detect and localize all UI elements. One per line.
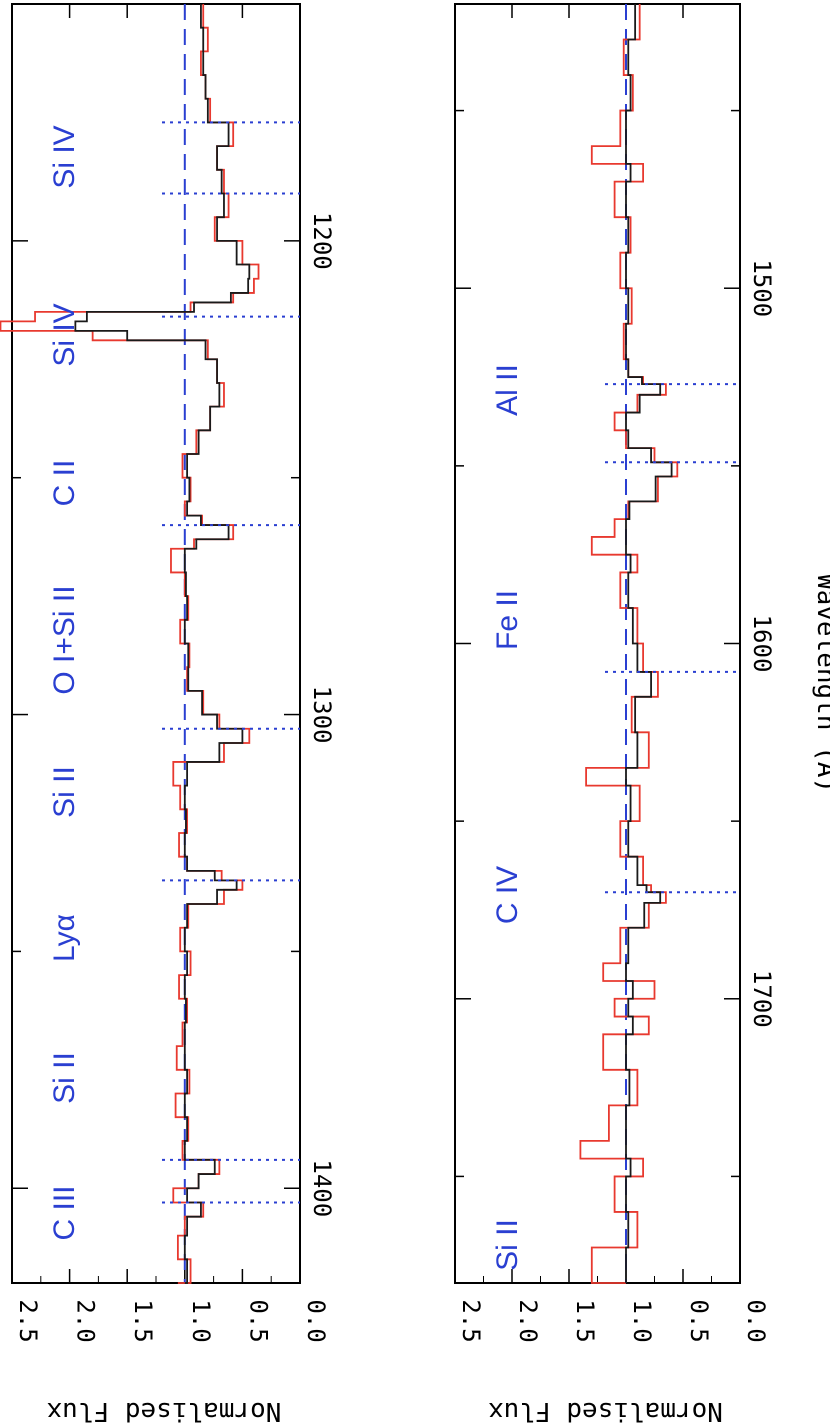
bottom-spectrum-panel: 0.0 0.5 1.0 1.5 2.0 2.5 Normalised Flux 1500 160…: [454, 3, 830, 1423]
spectrum-red: [0, 4, 260, 1284]
y-axis-label: Normalised Flux: [488, 1396, 723, 1423]
flux-tick-label: 1.5: [571, 1299, 599, 1342]
line-label: O I+Si II: [48, 585, 81, 694]
flux-tick-label: 1.0: [628, 1299, 656, 1342]
flux-tick-label: 1.0: [187, 1299, 215, 1342]
line-label: Fe II: [491, 590, 524, 650]
spectrum-black: [74, 4, 251, 1284]
wavelength-tick-label: 1600: [748, 615, 776, 673]
line-label: Si II: [48, 766, 81, 818]
wavelength-tick-label: 1300: [308, 686, 336, 744]
flux-tick-label: 2.5: [457, 1299, 485, 1342]
x-axis-label: Wavelength (Å): [811, 574, 830, 793]
line-label: C III: [48, 1185, 81, 1240]
line-label: C II: [48, 460, 81, 507]
wavelength-tick-label: 1200: [308, 212, 336, 270]
line-label: Al II: [491, 364, 524, 416]
flux-tick-label: 2.0: [514, 1299, 542, 1342]
spectrum-black: [625, 4, 673, 1283]
flux-tick-label: 2.0: [72, 1299, 100, 1342]
line-label: C IV: [491, 866, 524, 924]
line-label: Si IV: [48, 125, 81, 188]
flux-tick-label: 0.0: [302, 1299, 330, 1342]
flux-tick-label: 0.5: [685, 1299, 713, 1342]
line-label: Si II: [48, 1052, 81, 1104]
flux-tick-label: 0.5: [244, 1299, 272, 1342]
flux-tick-label: 1.5: [129, 1299, 157, 1342]
line-label: Si II: [491, 1219, 524, 1271]
wavelength-tick-label: 1400: [308, 1159, 336, 1217]
line-label: Si IV: [48, 303, 81, 366]
flux-tick-label: 2.5: [14, 1299, 42, 1342]
y-axis-label: Normalised Flux: [47, 1396, 282, 1423]
wavelength-tick-label: 1700: [748, 970, 776, 1028]
wavelength-tick-label: 1500: [748, 259, 776, 317]
top-spectrum-panel: 0.0 0.5 1.0 1.5 2.0 2.5 Normalised Flux 1200 130…: [0, 3, 336, 1423]
line-label: Lyα: [48, 914, 81, 962]
flux-tick-label: 0.0: [742, 1299, 770, 1342]
